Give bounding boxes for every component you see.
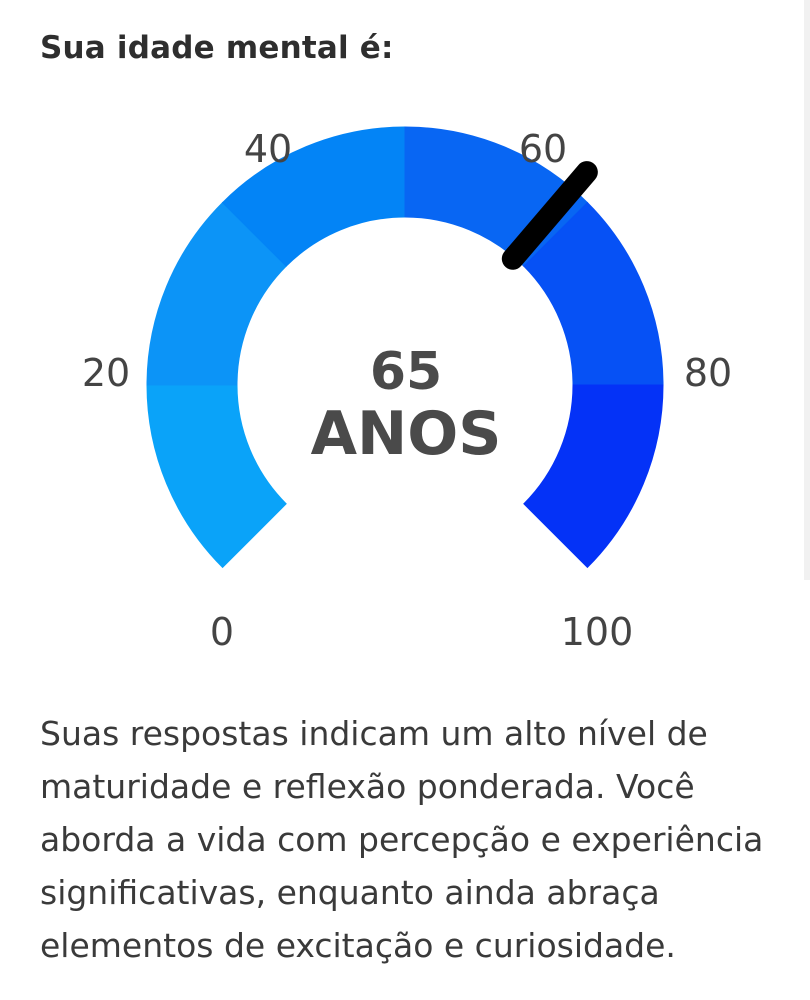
gauge-unit: ANOS (311, 399, 502, 469)
tick-label-60: 60 (519, 127, 567, 171)
tick-label-0: 0 (210, 610, 234, 654)
result-heading: Sua idade mental é: (40, 30, 394, 66)
tick-label-100: 100 (561, 610, 634, 654)
age-gauge: 0 20 40 60 80 100 65 ANOS (82, 126, 732, 654)
tick-label-80: 80 (684, 351, 732, 395)
gauge-band-1 (146, 384, 287, 569)
result-description: Suas respostas indicam um alto nível de … (40, 714, 764, 965)
scrollbar-track[interactable] (804, 0, 810, 580)
tick-label-20: 20 (82, 351, 130, 395)
gauge-needle (501, 161, 598, 270)
gauge-needle-line (501, 161, 598, 270)
gauge-band-6 (523, 384, 664, 569)
gauge-value: 65 (370, 342, 442, 402)
tick-label-40: 40 (244, 127, 292, 171)
